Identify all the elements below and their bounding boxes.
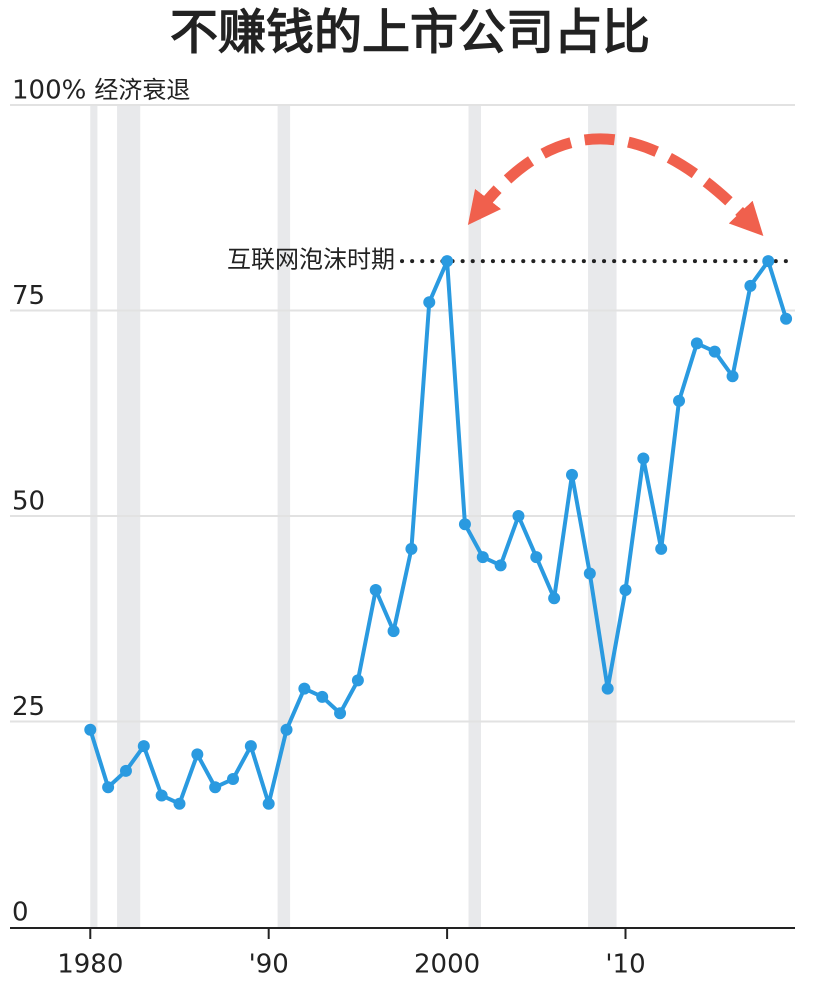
data-point: [334, 707, 347, 720]
data-point: [673, 394, 686, 407]
data-point: [762, 255, 775, 268]
data-point: [565, 468, 578, 481]
data-point: [84, 723, 97, 736]
data-point: [637, 452, 650, 465]
chart-title: 不赚钱的上市公司占比: [170, 5, 650, 61]
data-point: [601, 682, 614, 695]
data-point: [298, 682, 311, 695]
data-point: [441, 255, 454, 268]
data-point: [119, 764, 132, 777]
data-point: [530, 551, 543, 564]
data-point: [494, 559, 507, 572]
data-point: [405, 542, 418, 555]
data-point: [316, 690, 329, 703]
data-point: [280, 723, 293, 736]
y-tick-label: 0: [12, 898, 29, 928]
data-point: [744, 279, 757, 292]
x-tick-label: 1980: [57, 950, 123, 980]
data-point: [548, 592, 561, 605]
data-point: [351, 674, 364, 687]
data-point: [387, 625, 400, 638]
data-point: [619, 583, 632, 596]
x-tick-label: '90: [249, 950, 289, 980]
data-point: [655, 542, 668, 555]
y-tick-label: 100%: [12, 76, 86, 106]
y-tick-label: 75: [12, 281, 45, 311]
data-point: [173, 797, 186, 810]
data-point: [191, 748, 204, 761]
data-point: [262, 797, 275, 810]
data-point: [690, 337, 703, 350]
recession-label: 经济衰退: [94, 76, 190, 104]
data-point: [137, 740, 150, 753]
data-point: [369, 583, 382, 596]
arrow: [467, 133, 764, 236]
y-tick-label: 50: [12, 487, 45, 517]
data-point: [726, 370, 739, 383]
foreground-layer: 0 25 50 75 100% 经济衰退 1980 '90 2000 '10 互联网泡沫时期: [10, 76, 795, 980]
data-line: [88, 259, 788, 806]
x-tick-label: '10: [605, 950, 645, 980]
data-point: [458, 518, 471, 531]
y-tick-label: 25: [12, 692, 45, 722]
data-point: [583, 567, 596, 580]
annotation-text: 互联网泡沫时期: [227, 246, 395, 274]
data-point: [708, 345, 721, 358]
data-point: [102, 781, 115, 794]
data-point: [227, 773, 240, 786]
x-tick-label: 2000: [414, 950, 480, 980]
data-point: [423, 296, 436, 309]
data-point: [244, 740, 257, 753]
data-point: [209, 781, 222, 794]
background-layer: [10, 104, 797, 927]
data-point: [512, 510, 525, 522]
data-point: [780, 312, 793, 325]
data-point: [155, 789, 168, 802]
data-point: [476, 551, 489, 564]
